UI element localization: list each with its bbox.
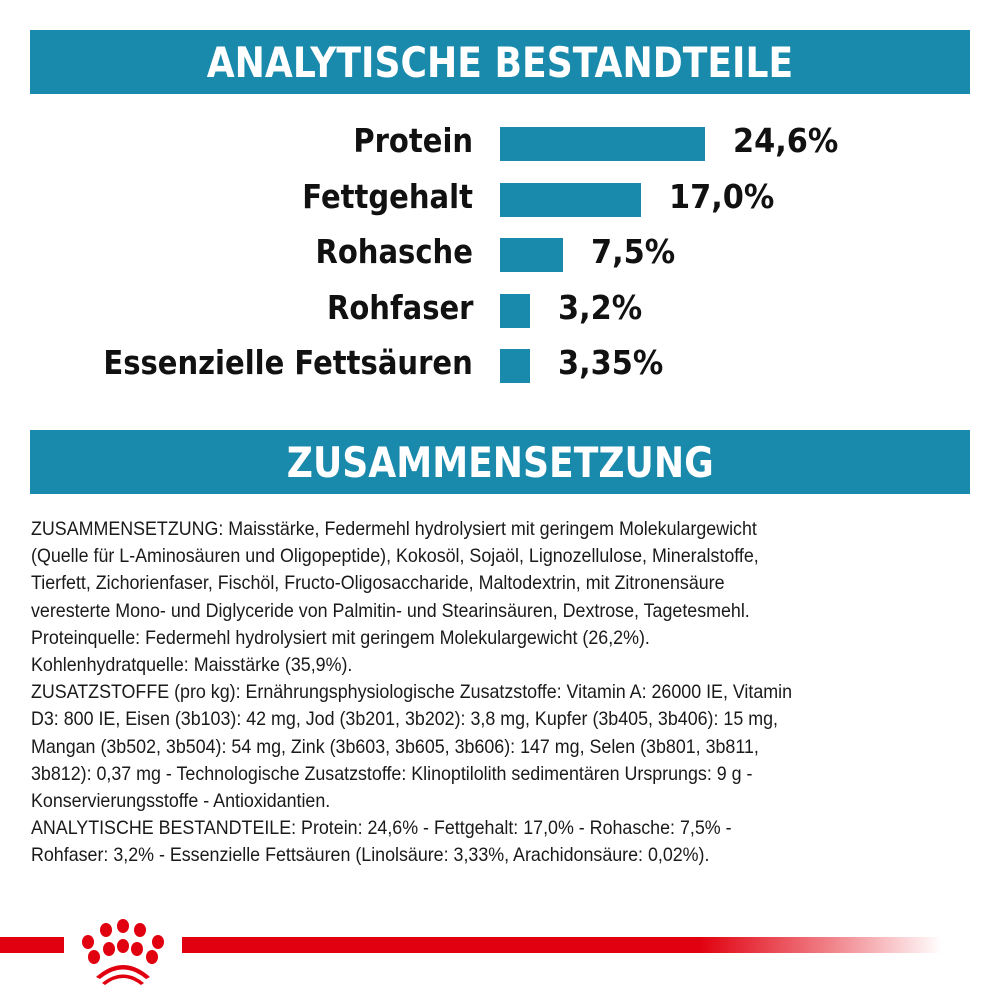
composition-line: D3: 800 IE, Eisen (3b103): 42 mg, Jod (3… (31, 709, 778, 731)
composition-line: ZUSAMMENSETZUNG: Maisstärke, Federmehl h… (31, 519, 757, 540)
bar (500, 238, 563, 272)
analytics-title: ANALYTISCHE BESTANDTEILE (206, 37, 794, 87)
analytics-header-banner: ANALYTISCHE BESTANDTEILE (30, 30, 970, 94)
analytics-bar-chart: Protein 24,6% Fettgehalt 17,0% Rohasche 7,5% R… (0, 120, 1000, 400)
composition-text: ZUSAMMENSETZUNG: Maisstärke, Federmehl h… (31, 516, 991, 870)
chart-row: Rohfaser 3,2% (0, 288, 1000, 328)
bar-label: Essenzielle Fettsäuren (103, 343, 473, 382)
composition-line: 3b812): 0,37 mg - Technologische Zusatzs… (31, 763, 753, 785)
bar-label: Rohasche (315, 232, 473, 271)
composition-line: veresterte Mono- und Diglyceride von Pal… (31, 600, 750, 622)
composition-line: ANALYTISCHE BESTANDTEILE: Protein: 24,6%… (31, 818, 732, 840)
composition-line: (Quelle für L-Aminosäuren und Oligopepti… (31, 546, 759, 568)
chart-row: Rohasche 7,5% (0, 232, 1000, 272)
bar-value: 17,0% (669, 177, 775, 216)
composition-title: ZUSAMMENSETZUNG (286, 437, 714, 487)
brand-stripe-left (0, 937, 64, 953)
bar (500, 349, 530, 383)
composition-line: Konservierungsstoffe - Antioxidantien. (31, 791, 331, 813)
bar-value: 7,5% (591, 232, 676, 271)
bar-value: 3,35% (558, 343, 664, 382)
bar-label: Protein (353, 121, 473, 160)
composition-line: Proteinquelle: Federmehl hydrolysiert mi… (31, 627, 650, 649)
bar (500, 294, 530, 328)
chart-row: Protein 24,6% (0, 121, 1000, 161)
brand-stripe-right (182, 937, 942, 953)
composition-line: Kohlenhydratquelle: Maisstärke (35,9%). (31, 655, 353, 677)
bar-label: Fettgehalt (302, 177, 473, 216)
bar-label: Rohfaser (326, 288, 473, 327)
bar (500, 127, 705, 161)
chart-row: Fettgehalt 17,0% (0, 177, 1000, 217)
composition-line: ZUSATZSTOFFE (pro kg): Ernährungsphysiol… (31, 682, 793, 704)
bar (500, 183, 641, 217)
composition-line: Rohfaser: 3,2% - Essenzielle Fettsäuren … (31, 845, 710, 867)
composition-line: Tierfett, Zichorienfaser, Fischöl, Fruct… (31, 573, 725, 595)
bar-value: 3,2% (558, 288, 643, 327)
bar-value: 24,6% (733, 121, 839, 160)
chart-row: Essenzielle Fettsäuren 3,35% (0, 343, 1000, 383)
composition-header-banner: ZUSAMMENSETZUNG (30, 430, 970, 494)
composition-line: Mangan (3b502, 3b504): 54 mg, Zink (3b60… (31, 736, 759, 758)
crown-logo-icon (82, 919, 164, 985)
